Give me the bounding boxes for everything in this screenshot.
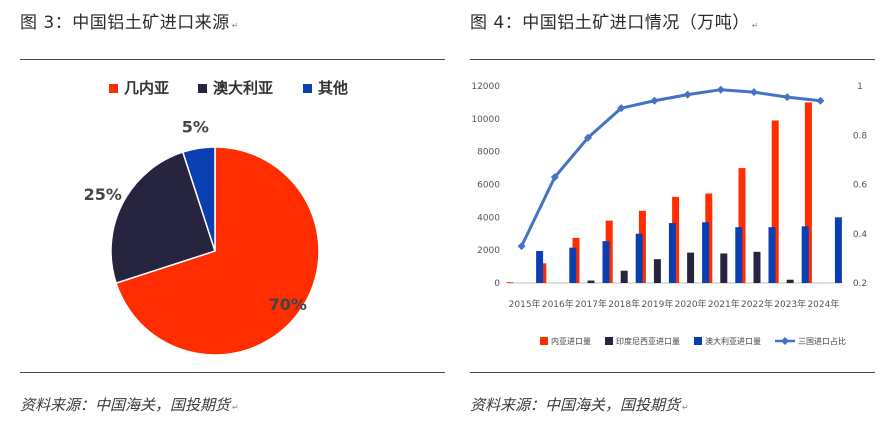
- bar: [738, 168, 746, 283]
- figure4-source: 资料来源：中国海关，国投期货 ↵: [470, 396, 689, 414]
- bar: [753, 251, 761, 283]
- legend-label: 内亚进口量: [551, 336, 591, 346]
- figure3-title: 图 3：中国铝土矿进口来源 ↵: [20, 13, 239, 33]
- paragraph-mark: ↵: [232, 403, 239, 412]
- legend: 内亚进口量 印度尼西亚进口量 澳大利亚进口量 三国进口占比: [540, 336, 846, 346]
- x-tick-label: 2020年: [675, 298, 707, 310]
- paragraph-mark: ↵: [751, 21, 759, 30]
- bar: [834, 217, 842, 283]
- y-left-tick-label: 12000: [471, 82, 500, 92]
- y-left-tick-label: 2000: [477, 246, 500, 256]
- pie-slices: [110, 146, 320, 356]
- y-right-tick-label: 0.6: [853, 181, 868, 191]
- bar: [768, 227, 776, 283]
- x-tick-label: 2019年: [641, 298, 673, 310]
- line-series: [517, 85, 825, 251]
- y-left-tick-label: 8000: [477, 148, 500, 158]
- pie-legend: 几内亚 澳大利亚 其他: [109, 79, 348, 97]
- pie-chart: 几内亚 澳大利亚 其他 70% 25% 5%: [84, 79, 348, 356]
- legend-label: 澳大利亚进口量: [705, 336, 761, 346]
- y-right-tick-label: 0.2: [853, 279, 867, 289]
- pie-slice: [110, 151, 216, 285]
- y-left-tick-label: 6000: [477, 181, 500, 191]
- pie-data-label: 5%: [182, 118, 209, 137]
- bar-line-chart: 0 2000 4000 6000 8000 10000 12000 0.2 0.4 0.6 0.8 1…: [471, 82, 867, 346]
- legend-label: 其他: [318, 79, 348, 97]
- y-left-tick-label: 10000: [471, 115, 500, 125]
- x-tick-label: 2017年: [575, 298, 607, 310]
- bar: [536, 250, 544, 283]
- bar: [620, 270, 628, 283]
- line-marker: [683, 90, 692, 99]
- pie-slice: [181, 146, 216, 252]
- legend-swatch: [605, 337, 613, 345]
- bar: [506, 282, 514, 283]
- y-left-tick-label: 4000: [477, 213, 500, 223]
- legend-label: 澳大利亚: [213, 79, 273, 97]
- legend-swatch: [198, 84, 207, 93]
- paragraph-mark: ↵: [231, 21, 239, 30]
- figure4-title: 图 4：中国铝土矿进口情况（万吨） ↵: [470, 13, 759, 33]
- y-right-tick-label: 0.4: [853, 230, 868, 240]
- bar: [587, 280, 595, 283]
- bar: [687, 252, 695, 283]
- line-marker: [584, 133, 592, 142]
- bar: [771, 120, 779, 283]
- y-right-tick-label: 0.8: [853, 131, 868, 141]
- line-marker: [716, 85, 725, 94]
- pie-data-label: 70%: [269, 295, 307, 314]
- y-right-tick-label: 1: [857, 82, 863, 92]
- figure3-source: 资料来源：中国海关，国投期货 ↵: [20, 396, 239, 414]
- legend-marker: [781, 337, 789, 345]
- pie-labels: 70% 25% 5%: [84, 118, 307, 314]
- bar: [653, 259, 661, 283]
- bottom-divider: [470, 372, 875, 373]
- legend-swatch: [540, 337, 548, 345]
- line-marker: [650, 96, 659, 105]
- line-marker: [517, 242, 526, 251]
- top-divider: [20, 59, 445, 60]
- bar: [602, 241, 610, 283]
- x-tick-label: 2015年: [509, 298, 541, 310]
- bar: [635, 233, 643, 283]
- legend-label: 印度尼西亚进口量: [616, 336, 680, 346]
- legend-label: 几内亚: [124, 79, 169, 97]
- pie-data-label: 25%: [84, 185, 122, 204]
- line-marker: [617, 104, 626, 113]
- axes: 0 2000 4000 6000 8000 10000 12000 0.2 0.4 0.6 0.8 1…: [471, 82, 867, 310]
- line-path: [520, 88, 821, 247]
- line-marker: [816, 96, 825, 105]
- bar: [735, 227, 743, 283]
- legend-swatch: [109, 84, 118, 93]
- pie-slice: [115, 146, 320, 356]
- bottom-divider: [20, 372, 445, 373]
- bar: [786, 279, 794, 283]
- x-tick-label: 2021年: [708, 298, 740, 310]
- legend-swatch: [694, 337, 702, 345]
- bar: [804, 102, 812, 283]
- x-tick-label: 2022年: [741, 298, 773, 310]
- legend-swatch: [303, 84, 312, 93]
- bar: [569, 247, 577, 283]
- line-marker: [550, 173, 559, 182]
- bars: [506, 102, 842, 283]
- paragraph-mark: ↵: [682, 403, 689, 412]
- x-tick-label: 2024年: [807, 298, 839, 310]
- top-divider: [470, 59, 875, 60]
- bar: [702, 222, 710, 283]
- bar: [801, 226, 809, 283]
- bar: [668, 223, 676, 283]
- x-tick-label: 2016年: [542, 298, 574, 310]
- x-tick-label: 2023年: [774, 298, 806, 310]
- y-left-tick-label: 0: [494, 279, 500, 289]
- x-tick-label: 2018年: [608, 298, 640, 310]
- line-marker: [750, 88, 758, 97]
- legend-label: 三国进口占比: [798, 336, 846, 346]
- bar: [720, 253, 728, 283]
- line-marker: [783, 93, 792, 102]
